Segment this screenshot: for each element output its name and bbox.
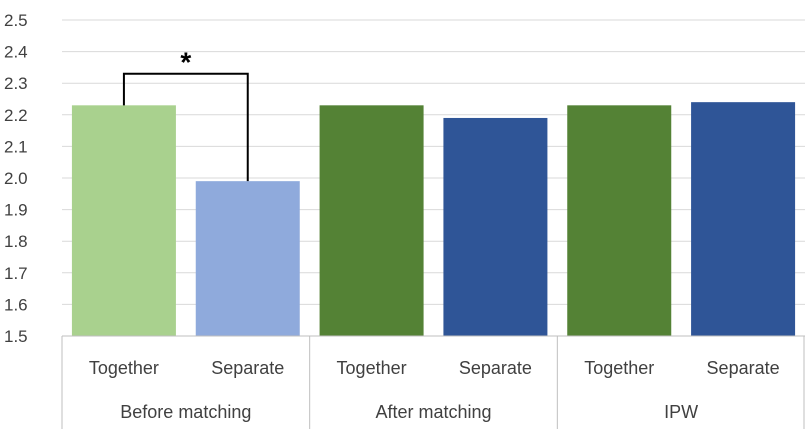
category-label: Separate xyxy=(707,358,780,378)
group-label: Before matching xyxy=(120,402,251,422)
significance-marker: * xyxy=(180,47,191,78)
category-label: Separate xyxy=(459,358,532,378)
y-tick-label: 1.5 xyxy=(4,327,28,346)
y-tick-label: 1.6 xyxy=(4,295,28,314)
x-axis: Together Separate Together Separate Together… xyxy=(61,335,805,429)
gridlines xyxy=(62,19,805,305)
bar-before-matching-separate xyxy=(195,181,300,336)
y-tick-label: 2.0 xyxy=(4,169,28,188)
bar-after-matching-together xyxy=(319,105,424,336)
category-label: Together xyxy=(584,358,654,378)
category-label: Together xyxy=(89,358,159,378)
y-tick-label: 1.8 xyxy=(4,232,28,251)
y-tick-label: 1.9 xyxy=(4,201,28,220)
bar-ipw-together xyxy=(567,105,672,336)
y-tick-label: 2.3 xyxy=(4,74,28,93)
y-tick-label: 2.2 xyxy=(4,106,28,125)
bar-ipw-separate xyxy=(691,102,796,336)
group-label: After matching xyxy=(375,402,491,422)
significance-bracket xyxy=(122,72,249,182)
y-tick-label: 2.4 xyxy=(4,43,28,62)
y-tick-label: 1.7 xyxy=(4,264,28,283)
y-axis-ticks: 1.5 1.6 1.7 1.8 1.9 2.0 2.1 2.2 2.3 2.4 2.5 xyxy=(4,11,28,346)
category-label: Together xyxy=(337,358,407,378)
bar-before-matching-together xyxy=(71,105,176,336)
annotations: * xyxy=(122,47,249,182)
bar-after-matching-separate xyxy=(443,117,548,337)
category-label: Separate xyxy=(211,358,284,378)
group-label: IPW xyxy=(664,402,698,422)
y-tick-label: 2.5 xyxy=(4,11,28,30)
bars xyxy=(71,102,796,337)
y-tick-label: 2.1 xyxy=(4,137,28,156)
